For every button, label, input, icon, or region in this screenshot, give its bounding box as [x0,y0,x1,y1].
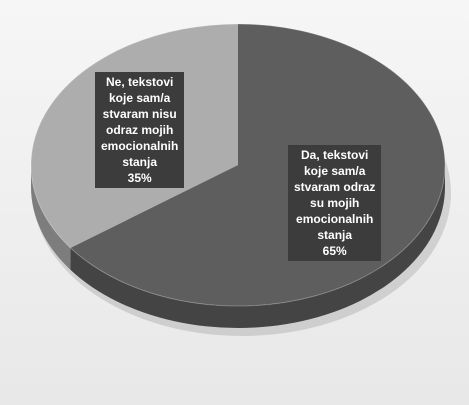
label-line: stanja [317,228,353,242]
label-percent: 35% [127,171,152,185]
label-line: stvaram odraz [294,180,376,194]
label-line: su mojih [310,196,360,210]
pie-side-da [70,165,446,328]
slice-label-da: Da, tekstovi koje sam/a stvaram odraz su… [288,145,382,261]
label-line: koje sam/a [108,91,171,105]
pie-side-ne [31,165,71,270]
label-line: odraz mojih [106,123,174,137]
label-percent: 65% [322,244,347,258]
label-line: Da, tekstovi [301,148,369,162]
slice-label-ne: Ne, tekstovi koje sam/a stvaram nisu odr… [95,72,185,188]
pie-rim [30,23,446,307]
label-line: stvaram nisu [102,107,177,121]
label-line: Ne, tekstovi [105,75,174,89]
label-line: stanja [122,155,158,169]
label-line: emocionalnih [296,212,374,226]
label-line: emocionalnih [101,139,179,153]
label-line: koje sam/a [304,164,366,178]
